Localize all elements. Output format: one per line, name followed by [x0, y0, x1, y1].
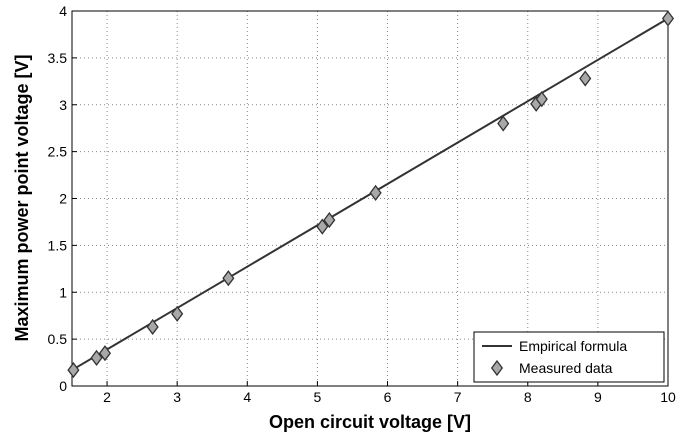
x-tick-label: 7: [454, 389, 462, 405]
marker: [222, 270, 235, 287]
legend-label: Measured data: [519, 360, 613, 376]
y-tick-label: 3.5: [48, 50, 68, 66]
x-tick-label: 5: [314, 389, 322, 405]
plot-frame: [71, 10, 669, 387]
y-tick-label: 2.5: [48, 144, 68, 160]
x-tick-label: 8: [524, 389, 532, 405]
y-tick-label: 1.5: [48, 237, 68, 253]
line: [71, 17, 669, 371]
y-tick-label: 3: [59, 97, 67, 113]
y-tick-label: 1: [59, 284, 67, 300]
y-tick-label: 0: [59, 378, 67, 394]
x-tick-label: 9: [594, 389, 602, 405]
legend-label: Empirical formula: [519, 338, 627, 354]
y-tick-label: 4: [59, 3, 67, 19]
marker: [369, 184, 382, 201]
x-tick-label: 2: [103, 389, 111, 405]
marker: [661, 10, 675, 27]
y-tick-label: 2: [59, 191, 67, 207]
legend-swatch: [490, 359, 504, 377]
marker: [316, 218, 329, 235]
marker: [535, 91, 548, 108]
legend-box: [473, 331, 665, 383]
marker: [497, 115, 510, 132]
x-tick-label: 4: [243, 389, 251, 405]
x-tick-label: 3: [173, 389, 181, 405]
x-axis-label: Open circuit voltage [V]: [269, 412, 471, 432]
marker: [67, 361, 80, 379]
marker: [579, 70, 592, 87]
marker: [171, 305, 184, 322]
marker: [323, 211, 336, 229]
marker: [90, 349, 103, 366]
marker: [98, 345, 112, 362]
x-tick-label: 6: [384, 389, 392, 405]
marker: [146, 318, 159, 336]
y-tick-label: 0.5: [48, 331, 68, 347]
y-axis-label: Maximum power point voltage [V]: [12, 54, 32, 341]
x-tick-label: 10: [660, 389, 676, 405]
